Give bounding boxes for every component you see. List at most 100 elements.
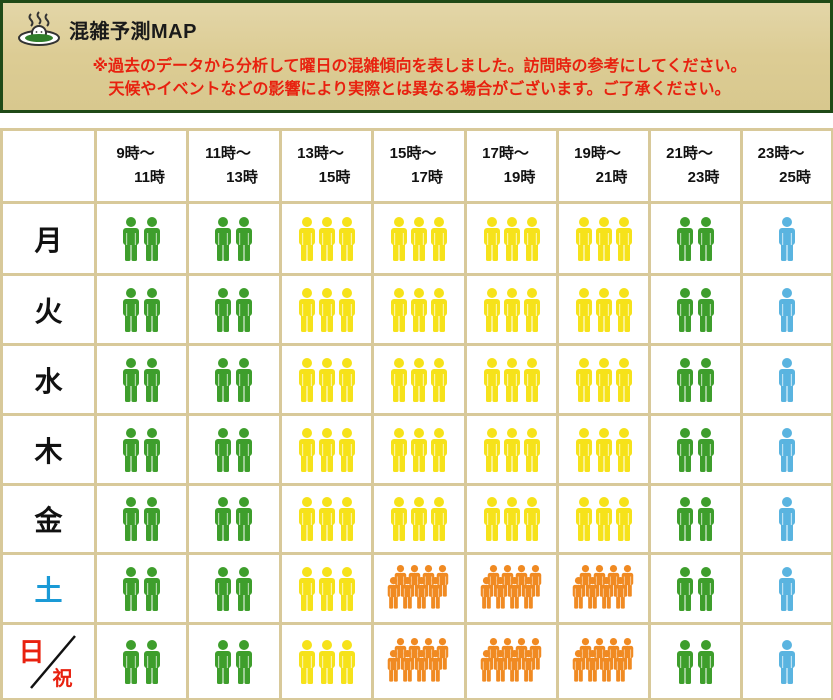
congestion-cell [374,486,464,552]
congestion-cell [467,346,556,413]
people-normal-icon [676,216,714,261]
people-busy-icon [391,287,447,332]
time-slot-start: 9時〜 [116,145,155,162]
people-low-icon [779,427,795,472]
day-label: 木 [34,435,63,467]
congestion-cell [97,416,186,483]
slash-divider [29,634,76,689]
day-label-cell: 日祝 [3,625,94,698]
people-very-busy-icon [480,564,541,609]
people-normal-icon [215,566,252,611]
congestion-cell [651,204,740,273]
time-slot-start: 19時〜 [574,145,621,162]
time-slot-end: 15時 [318,169,351,186]
people-very-busy-icon [572,564,633,609]
time-slot-end: 17時 [411,169,443,186]
people-normal-icon [122,287,160,332]
time-slot-start: 13時〜 [297,145,344,162]
people-low-icon [779,357,795,402]
people-low-icon [779,497,795,541]
congestion-cell [374,416,464,483]
people-busy-icon [483,427,540,472]
people-normal-icon [122,497,160,541]
time-slot-end: 23時 [687,169,720,186]
people-very-busy-icon [572,637,633,682]
people-low-icon [779,566,795,611]
people-busy-icon [483,287,540,332]
congestion-cell [559,276,648,343]
time-slot-start: 21時〜 [666,145,713,162]
time-slot-header: 17時〜 19時 [467,131,556,201]
day-label-cell: 月 [3,204,94,273]
people-very-busy-icon [480,637,541,682]
congestion-cell [374,625,464,698]
people-busy-icon [391,427,447,472]
congestion-cell [467,555,556,622]
people-normal-icon [215,639,252,684]
congestion-cell [282,486,371,552]
congestion-cell [651,346,740,413]
congestion-cell [743,276,831,343]
people-normal-icon [676,566,714,611]
congestion-cell [189,486,279,552]
page-title: 混雑予測MAP [69,20,197,43]
people-low-icon [779,639,795,684]
people-busy-icon [298,216,355,261]
time-slot-end: 21時 [595,169,628,186]
people-normal-icon [215,427,252,472]
holiday-label: 日祝 [9,630,89,694]
people-normal-icon [215,357,252,402]
congestion-cell [743,555,831,622]
congestion-cell [651,555,740,622]
people-busy-icon [483,497,540,541]
congestion-cell [374,204,464,273]
time-slot-end: 25時 [779,169,811,186]
congestion-cell [651,416,740,483]
people-normal-icon [676,357,714,402]
congestion-cell [559,486,648,552]
people-normal-icon [122,357,160,402]
time-slot-header: 23時〜 25時 [743,131,831,201]
congestion-cell [559,346,648,413]
holiday-label-text: 祝 [52,667,73,690]
time-slot-end: 11時 [134,169,165,186]
people-busy-icon [298,566,355,611]
day-label-cell: 土 [3,555,94,622]
people-normal-icon [676,639,714,684]
congestion-cell [467,625,556,698]
congestion-cell [743,416,831,483]
people-normal-icon [215,287,252,332]
people-busy-icon [298,427,355,472]
day-label-cell: 水 [3,346,94,413]
onsen-icon [18,11,60,46]
day-label: 土 [34,574,63,606]
congestion-grid: 9時〜 11時 11時〜 13時 13時〜 15時 15時〜 17時 17時〜 19時 19時〜 21… [0,128,833,700]
people-busy-icon [483,216,540,261]
people-normal-icon [215,497,252,541]
congestion-cell [743,625,831,698]
people-normal-icon [215,216,252,261]
congestion-cell [467,276,556,343]
time-slot-header: 13時〜 15時 [282,131,371,201]
congestion-cell [189,346,279,413]
time-slot-start: 15時〜 [389,145,437,162]
congestion-cell [467,204,556,273]
day-label: 火 [34,295,63,327]
people-very-busy-icon [387,564,449,609]
people-busy-icon [483,357,540,402]
congestion-cell [189,204,279,273]
people-normal-icon [122,566,160,611]
people-normal-icon [676,497,714,541]
congestion-cell [559,555,648,622]
time-slot-start: 17時〜 [482,145,529,162]
day-label: 金 [34,505,63,536]
people-normal-icon [676,427,714,472]
day-label: 月 [34,224,63,256]
congestion-cell [559,416,648,483]
day-label-cell: 火 [3,276,94,343]
congestion-cell [97,276,186,343]
note-line-1: ※過去のデータから分析して曜日の混雑傾向を表しました。訪問時の参考にしてください… [92,58,747,75]
time-slot-header: 15時〜 17時 [374,131,464,201]
congestion-cell [282,416,371,483]
congestion-cell [97,346,186,413]
